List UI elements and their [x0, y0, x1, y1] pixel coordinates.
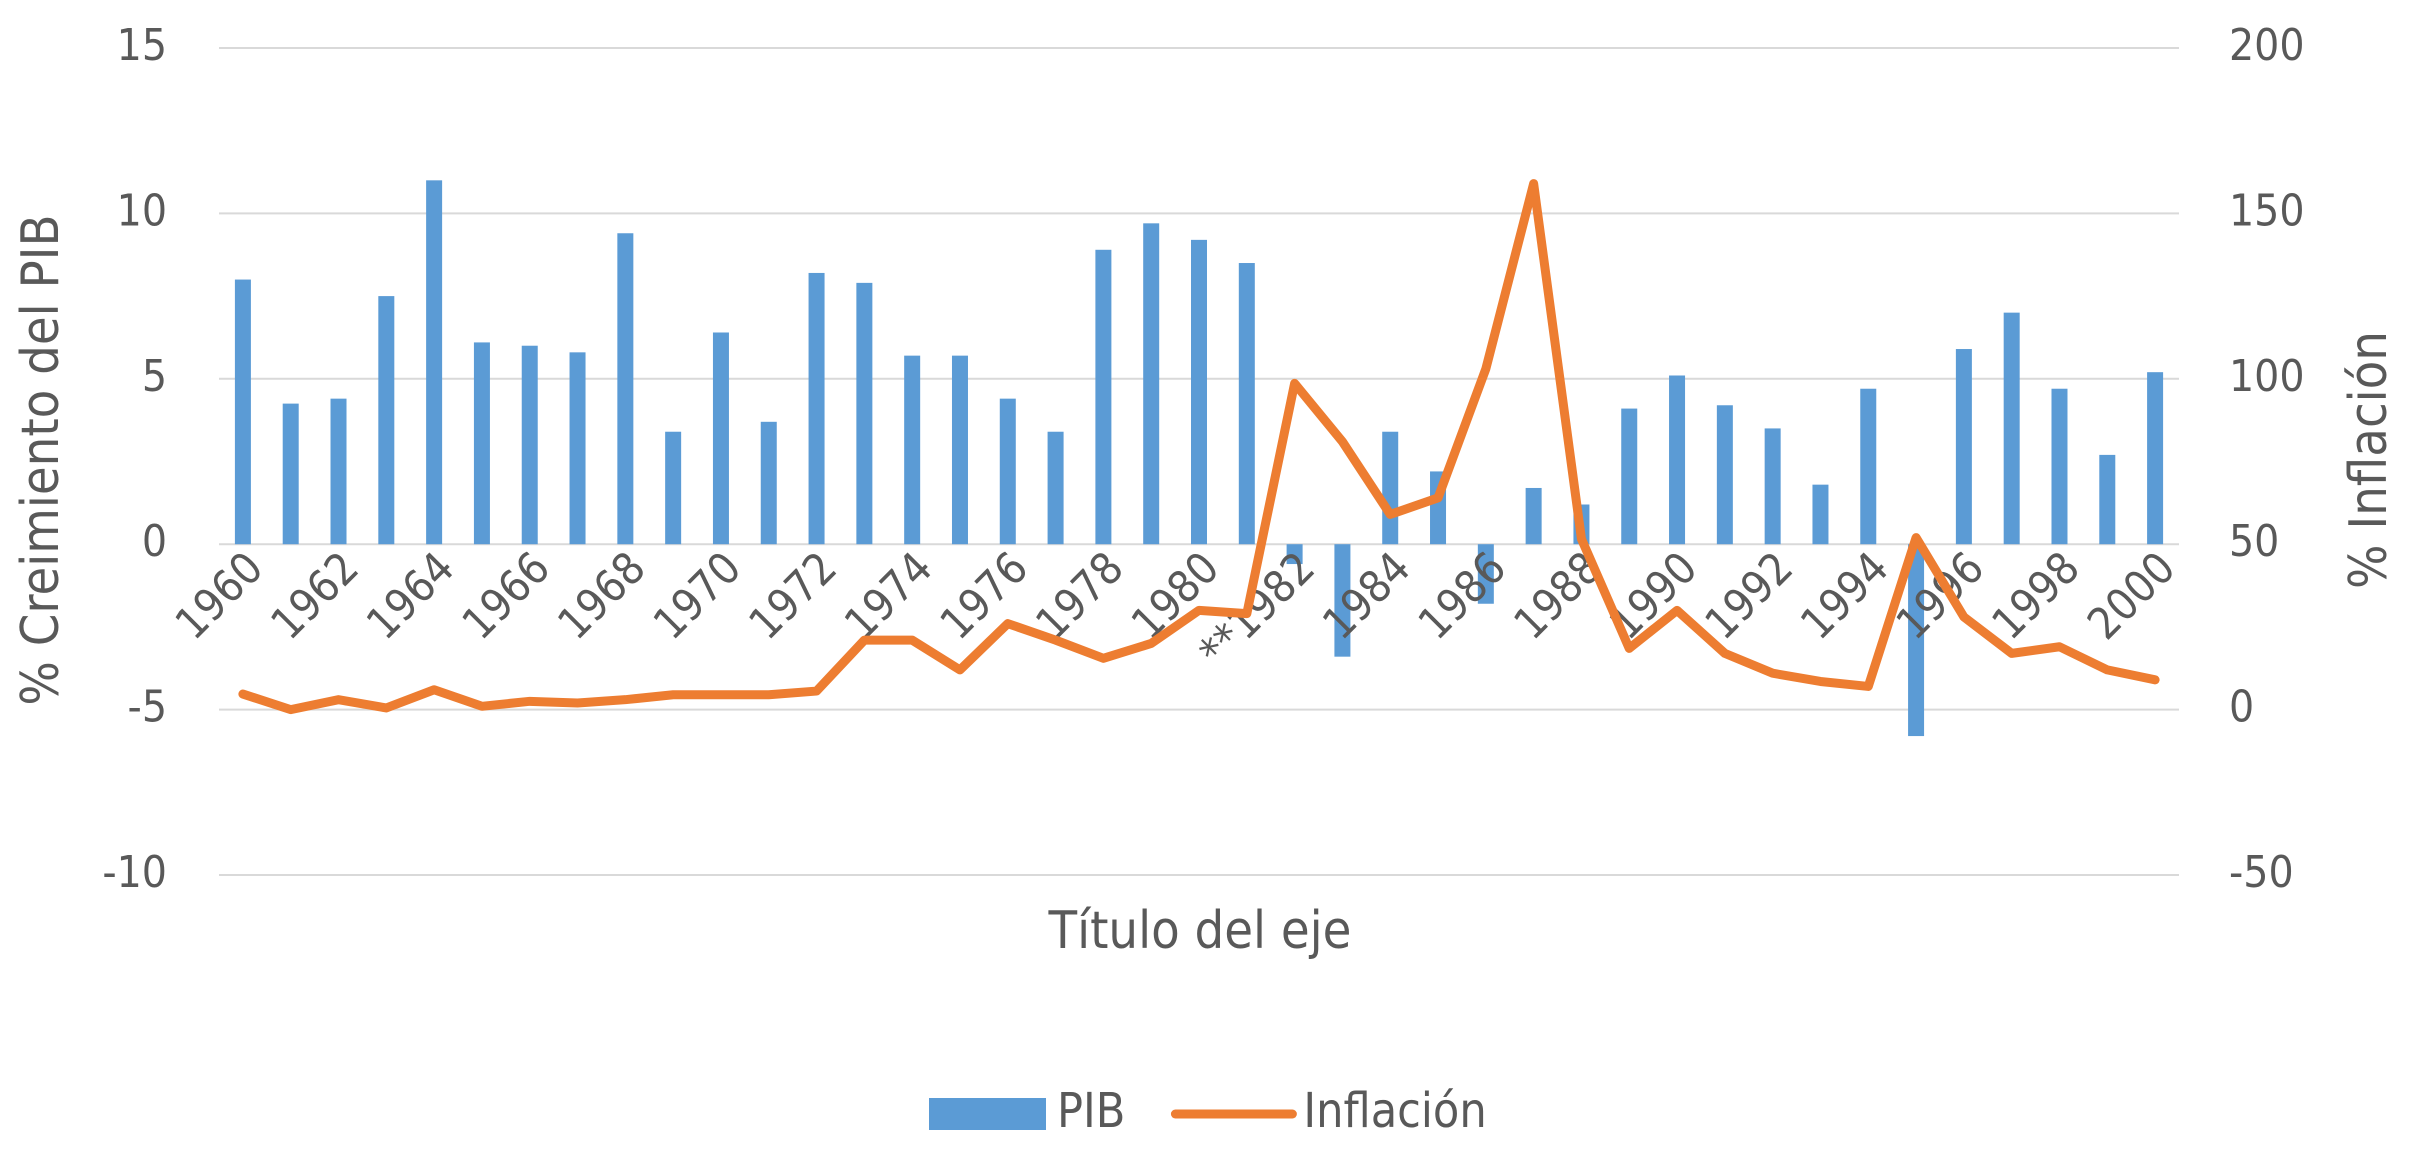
bar: [951, 355, 968, 545]
y2-tick-label: 0: [2229, 682, 2254, 733]
bar: [426, 180, 443, 545]
bar: [569, 352, 586, 545]
y-tick-label: 10: [117, 185, 167, 236]
x-tick-label: 1970: [644, 542, 751, 649]
x-tick-label: 1966: [453, 542, 560, 649]
y-axis-title: % Creimiento del PIB: [11, 214, 71, 705]
bar: [473, 342, 490, 545]
x-tick-label: 1984: [1313, 542, 1420, 649]
x-tick-label: 1976: [931, 542, 1038, 649]
y2-axis-title: % Inflación: [2339, 331, 2399, 589]
x-tick-label: 1968: [548, 542, 655, 649]
bar: [378, 296, 395, 545]
bar: [1047, 431, 1064, 545]
x-tick-label: 1988: [1504, 542, 1611, 649]
bar: [1764, 428, 1781, 545]
x-axis-title: Título del eje: [1048, 901, 1352, 961]
line: [238, 179, 2160, 715]
bar: [234, 279, 251, 545]
bar: [2051, 388, 2068, 545]
x-tick-label: 1974: [835, 542, 942, 649]
bar: [330, 398, 347, 545]
y2-tick-label: 150: [2229, 185, 2305, 236]
bar: [1908, 544, 1925, 737]
bar: [282, 403, 299, 545]
bar: [999, 398, 1016, 545]
y-tick-label: -10: [102, 847, 167, 898]
legend-label: Inflación: [1303, 1083, 1486, 1139]
x-tick-label: 1964: [357, 542, 464, 649]
y2-tick-label: 100: [2229, 351, 2305, 402]
y2-tick-label: -50: [2229, 847, 2294, 898]
bar: [1143, 223, 1160, 545]
x-tick-label: 2000: [2078, 542, 2185, 649]
bar: [808, 272, 825, 545]
bar: [856, 282, 873, 545]
bar: [1621, 408, 1638, 545]
x-tick-label: 1996: [1887, 542, 1994, 649]
x-tick-label: 1992: [1696, 542, 1803, 649]
x-tick-label: 1962: [261, 542, 368, 649]
bar: [1525, 487, 1542, 545]
x-tick-label: 1972: [740, 542, 847, 649]
y2-tick-label: 200: [2229, 20, 2305, 71]
bar: [617, 233, 634, 545]
bar: [521, 345, 538, 545]
bar: [712, 332, 729, 545]
y2-tick-label: 50: [2229, 516, 2279, 567]
x-tick-label: 1986: [1409, 542, 1516, 649]
bar: [1477, 544, 1494, 604]
y-tick-label: 15: [117, 20, 167, 71]
bar: [665, 431, 682, 545]
bar: [1955, 349, 1972, 545]
bar: [1669, 375, 1686, 545]
x-tick-label: 1960: [166, 542, 273, 649]
y-tick-label: 5: [142, 351, 167, 402]
bar: [1286, 544, 1303, 565]
legend-label: PIB: [1057, 1083, 1125, 1139]
bar: [1812, 484, 1829, 545]
bar: [1191, 239, 1207, 545]
bar: [1095, 249, 1112, 545]
bar: [1334, 544, 1351, 657]
bar: [1238, 263, 1255, 545]
y-tick-label: 0: [142, 516, 167, 567]
y-tick-label: -5: [128, 682, 167, 733]
bar: [760, 421, 777, 545]
bar: [2147, 372, 2164, 545]
bar: [1716, 405, 1733, 545]
bar: [904, 355, 921, 545]
bar: [2003, 312, 2020, 545]
bar: [2099, 454, 2116, 545]
bar: [1860, 388, 1877, 545]
bar: [1382, 431, 1399, 545]
x-tick-label: 1998: [1982, 542, 2089, 649]
legend-swatch: [929, 1098, 1046, 1130]
